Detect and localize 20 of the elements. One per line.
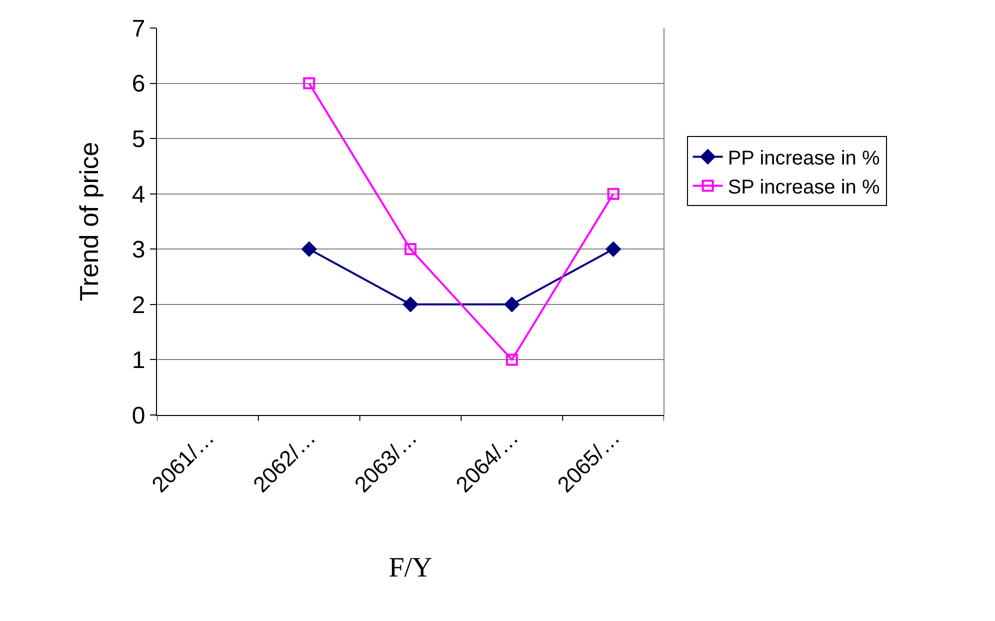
point — [504, 296, 520, 312]
legend-label: SP increase in % — [728, 176, 880, 198]
y-tick-label: 2 — [132, 292, 146, 319]
y-tick-label: 0 — [132, 402, 146, 430]
point — [303, 77, 316, 90]
point — [302, 242, 317, 257]
point — [403, 296, 418, 312]
y-tick-label: 6 — [132, 70, 146, 98]
y-axis-title: Trend of price — [74, 142, 104, 302]
y-tick-label: 3 — [132, 236, 146, 264]
y-tick-label: 1 — [132, 347, 146, 374]
y-tick-label: 7 — [132, 15, 146, 42]
point — [607, 188, 620, 200]
point — [606, 242, 621, 257]
y-tick-label: 5 — [132, 126, 146, 153]
x-axis-title: F/Y — [388, 552, 432, 584]
point — [506, 354, 518, 366]
point — [404, 243, 416, 256]
y-tick-label: 4 — [132, 181, 146, 208]
legend-label: PP increase in % — [728, 147, 880, 170]
